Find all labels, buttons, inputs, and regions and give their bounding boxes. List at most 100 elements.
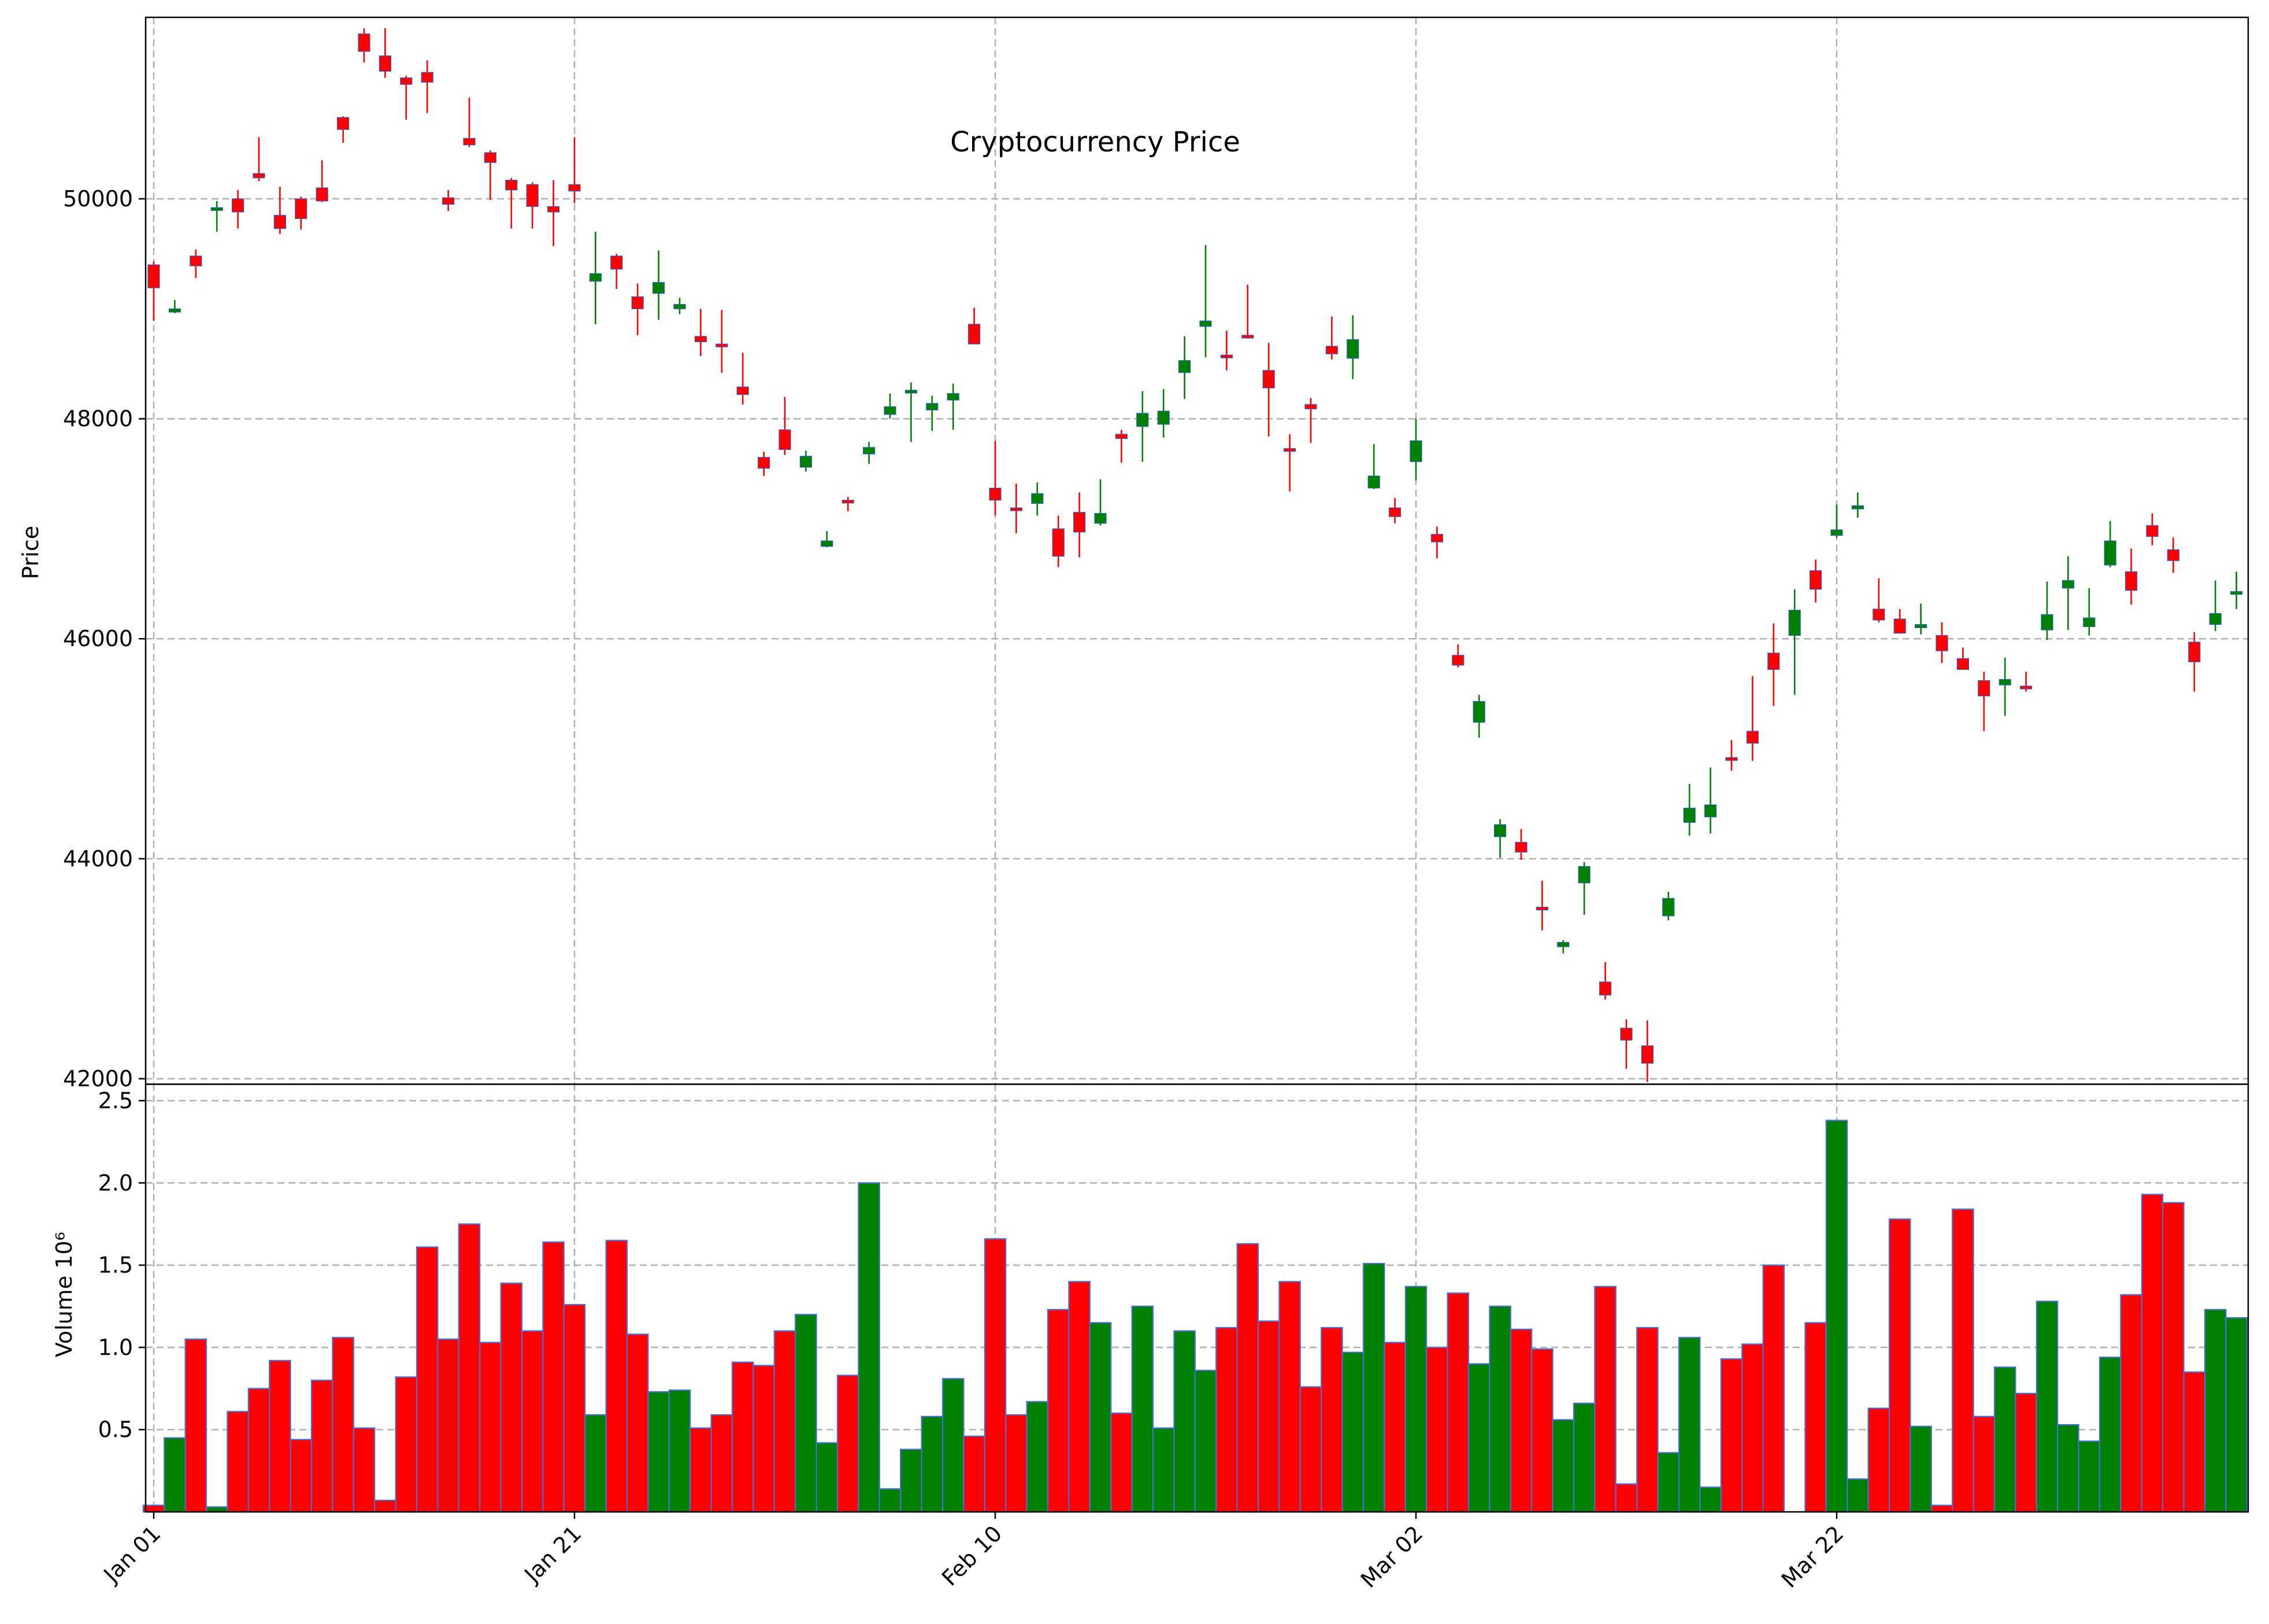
volume-bar — [205, 1506, 228, 1513]
chart-title: Cryptocurrency Price — [950, 126, 1240, 158]
volume-bar — [142, 1504, 165, 1513]
volume-bar — [941, 1378, 965, 1513]
volume-bar — [1068, 1281, 1091, 1513]
candle-body — [1031, 493, 1044, 504]
candle-body — [190, 255, 202, 266]
candle — [2188, 632, 2201, 692]
candle — [652, 250, 665, 320]
candle — [2083, 588, 2096, 636]
candle-body — [926, 403, 939, 411]
volume-bar — [1952, 1208, 1974, 1513]
volume-bar — [310, 1380, 333, 1513]
volume-bar — [1657, 1452, 1680, 1513]
volume-bar — [605, 1240, 628, 1513]
candle — [926, 395, 939, 431]
volume-bar — [1321, 1327, 1343, 1513]
candle-body — [1367, 475, 1380, 489]
x-tick-label: Jan 21 — [519, 1521, 587, 1588]
volume-bar — [1888, 1218, 1911, 1513]
volume-bar — [269, 1360, 291, 1513]
candle-body — [526, 184, 539, 207]
candle — [989, 440, 1002, 516]
candle-body — [757, 457, 770, 469]
candle — [526, 182, 539, 229]
candle-body — [2020, 685, 2033, 689]
candle-body — [631, 296, 644, 309]
volume-bar — [353, 1427, 376, 1513]
candle — [1536, 880, 1548, 930]
candle-body — [1915, 624, 1927, 628]
candle — [358, 28, 370, 63]
volume-bar — [1825, 1119, 1848, 1513]
candle-body — [841, 499, 854, 504]
candle-body — [1284, 448, 1296, 452]
candle-body — [295, 198, 307, 219]
candle — [1178, 336, 1191, 399]
candle-body — [1893, 618, 1906, 634]
volume-axis-label-text: Volume 10⁶ — [51, 1232, 77, 1358]
volume-bar — [2183, 1371, 2206, 1513]
volume-bar — [584, 1414, 607, 1513]
volume-bar — [247, 1388, 270, 1513]
volume-bar — [164, 1437, 186, 1513]
price-tick-label: 46000 — [63, 626, 133, 651]
candle — [1010, 483, 1023, 533]
volume-bar — [836, 1374, 859, 1513]
volume-bar — [1341, 1351, 1365, 1513]
volume-bar — [752, 1365, 775, 1513]
volume-bar — [2099, 1356, 2122, 1513]
volume-bar — [921, 1415, 944, 1513]
candle-body — [694, 336, 707, 343]
volume-bar — [2162, 1202, 2185, 1513]
candle — [1220, 331, 1233, 370]
volume-bar — [1531, 1348, 1554, 1513]
candle-body — [947, 393, 959, 401]
candle — [1936, 622, 1948, 663]
candle — [1915, 603, 1927, 635]
volume-bar — [647, 1391, 670, 1513]
volume-bar — [1489, 1306, 1511, 1513]
candle — [2041, 581, 2053, 640]
candle — [1978, 672, 1990, 732]
volume-bar — [2120, 1294, 2142, 1513]
candle — [904, 382, 918, 442]
candle — [862, 442, 876, 464]
candle-body — [1978, 680, 1990, 696]
candle — [295, 196, 307, 230]
price-axis-label: Price — [18, 526, 43, 580]
candle-body — [736, 386, 749, 395]
candle — [1725, 740, 1738, 771]
volume-bar — [2015, 1392, 2037, 1513]
volume-tick-label: 1.0 — [98, 1334, 133, 1360]
candle-body — [1810, 570, 1822, 590]
volume-bar — [815, 1442, 839, 1513]
volume-bar — [1089, 1322, 1112, 1513]
volume-bar — [689, 1427, 712, 1513]
candle — [947, 383, 959, 430]
volume-bar — [1762, 1264, 1785, 1513]
candle-body — [2104, 540, 2116, 566]
candle — [1641, 1020, 1653, 1082]
volume-bar — [795, 1314, 817, 1513]
candle — [1052, 516, 1065, 568]
volume-bar — [1867, 1407, 1890, 1513]
candle — [1956, 647, 1969, 670]
candle-body — [1136, 413, 1149, 427]
volume-bar — [2225, 1317, 2248, 1513]
candle-body — [1325, 346, 1338, 354]
volume-bar — [1215, 1327, 1238, 1513]
candle-body — [232, 198, 244, 213]
volume-bar — [1447, 1292, 1470, 1513]
volume-bar — [668, 1389, 691, 1513]
candle — [1430, 526, 1443, 559]
candle — [442, 190, 455, 211]
candle-body — [1851, 505, 1864, 510]
candle — [2020, 672, 2033, 692]
candle-body — [1115, 433, 1128, 439]
candle — [253, 137, 265, 181]
volume-bar — [1615, 1483, 1638, 1513]
volume-bars — [142, 1119, 2248, 1513]
x-tick-label: Mar 02 — [1356, 1521, 1428, 1593]
candles — [147, 28, 2243, 1082]
volume-bar — [1194, 1370, 1217, 1513]
